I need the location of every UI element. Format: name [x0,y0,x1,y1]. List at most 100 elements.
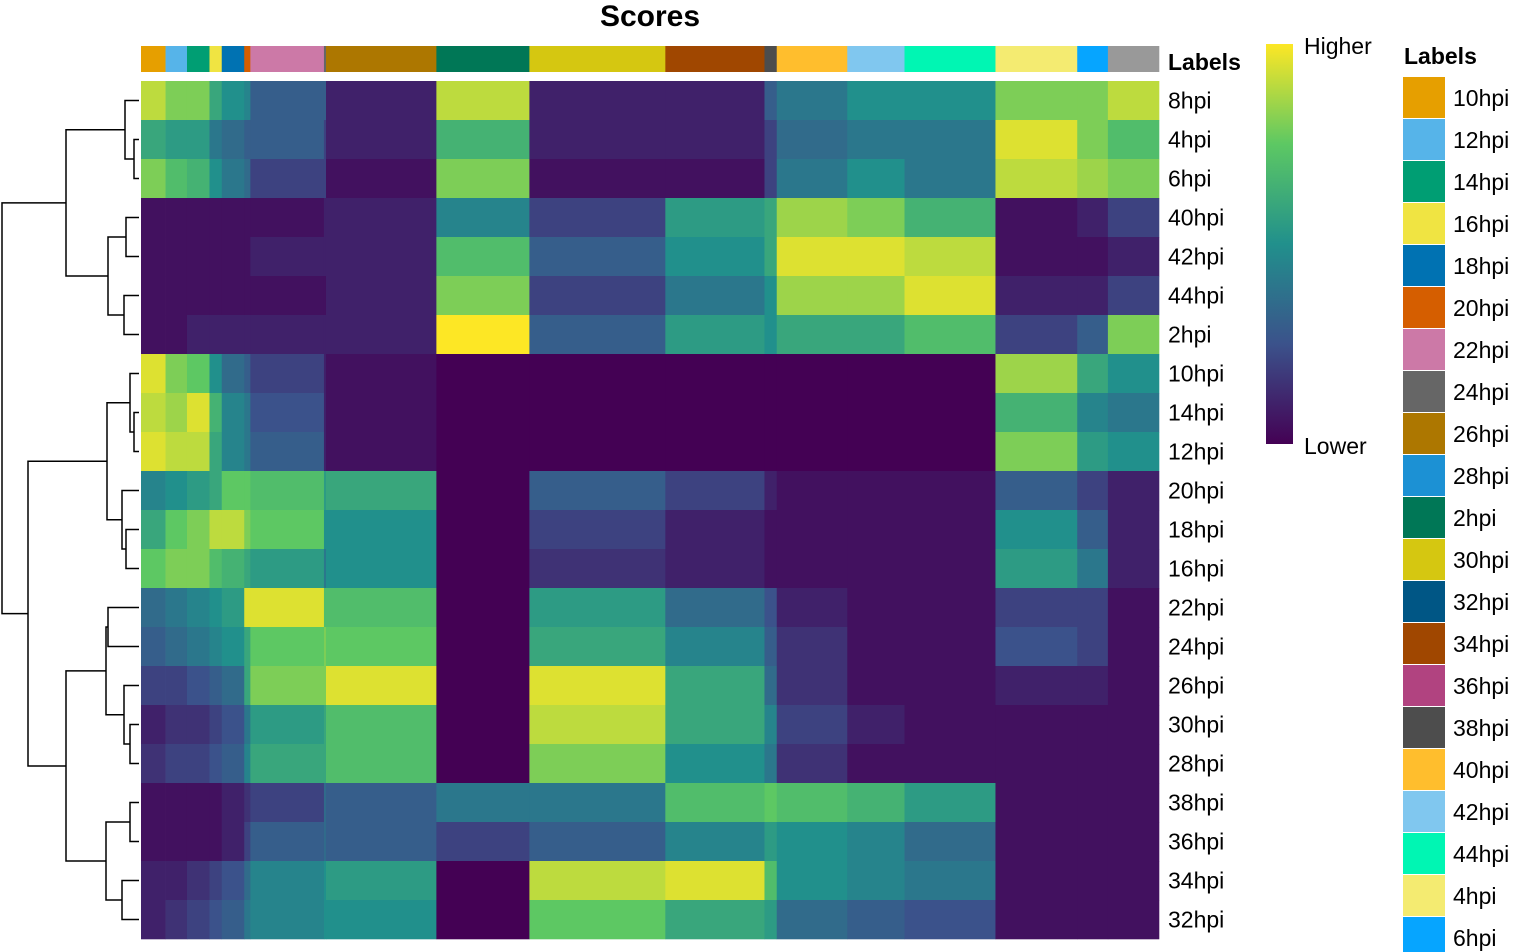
heatmap-cell [141,705,166,745]
heatmap-cell [904,237,996,277]
heatmap-cell [221,159,245,199]
heatmap-cell [325,315,437,355]
legend-swatch-24hpi [1403,371,1445,412]
annotation-16hpi [209,46,223,72]
heatmap-cell [1107,588,1160,628]
heatmap-cell [244,705,251,745]
row-label: 18hpi [1168,517,1224,543]
heatmap-cell [165,354,188,394]
heatmap-cell [776,354,848,394]
legend-label: 10hpi [1453,85,1509,111]
heatmap-cell [244,510,251,550]
heatmap-cell [325,627,437,667]
heatmap-cell [1107,861,1160,901]
heatmap-cell [436,120,530,160]
heatmap-cell [436,783,530,823]
heatmap-cell [436,471,530,511]
heatmap-cell [764,744,778,784]
row-label: 16hpi [1168,556,1224,582]
heatmap-cell [1107,315,1160,355]
heatmap-cell [776,120,848,160]
heatmap-cell [764,666,778,706]
heatmap-cell [1077,822,1109,862]
heatmap-cell [847,666,905,706]
heatmap-cell [221,354,245,394]
dendrogram-branch [124,99,139,160]
heatmap-cell [776,783,848,823]
heatmap-cell [244,198,251,238]
heatmap-cell [244,393,251,433]
heatmap-cell [904,588,996,628]
heatmap-cell [995,822,1078,862]
legend-label: 40hpi [1453,757,1509,783]
heatmap-cell [847,393,905,433]
heatmap-cell [141,393,166,433]
heatmap-cell [995,315,1078,355]
legend-swatch-12hpi [1403,119,1445,160]
heatmap-cell [904,315,996,355]
heatmap-cell [323,432,327,472]
heatmap-cell [186,432,210,472]
heatmap-cell [1077,81,1109,121]
heatmap-cell [1077,588,1109,628]
row-labels: 8hpi 4hpi 6hpi 40hpi 42hpi 44hpi 2hpi 10hpi 14hp… [1168,88,1224,933]
heatmap-cell [250,549,325,589]
heatmap-cell [995,900,1078,940]
heatmap-cell [529,783,666,823]
heatmap-cell [529,159,666,199]
heatmap-cell [244,666,251,706]
heatmap-cell [165,900,188,940]
heatmap-cell [764,315,778,355]
heatmap-cell [244,81,251,121]
heatmap-cell [244,315,251,355]
heatmap-cell [209,627,223,667]
legend-label: 24hpi [1453,379,1509,405]
heatmap-cell [904,900,996,940]
heatmap-cell [665,627,765,667]
dendrogram-branch [123,684,139,745]
heatmap-cell [847,744,905,784]
heatmap-cell [1077,198,1109,238]
heatmap-cell [250,588,325,628]
heatmap-cell [186,744,210,784]
heatmap-cell [904,159,996,199]
heatmap-cell [1077,276,1109,316]
heatmap-cell [995,666,1078,706]
heatmap-cell [436,510,530,550]
heatmap-cell [250,627,325,667]
heatmap-cell [776,588,848,628]
row-label: 4hpi [1168,127,1211,153]
heatmap-cell [186,81,210,121]
heatmap-cell [186,861,210,901]
heatmap-cell [186,237,210,277]
heatmap-cell [436,900,530,940]
legend-label: 36hpi [1453,673,1509,699]
annotation-22hpi [250,46,325,72]
heatmap-cell [904,666,996,706]
heatmap-cell [764,237,778,277]
heatmap-cell [325,510,437,550]
heatmap-cell [165,198,188,238]
heatmap-cell [1077,354,1109,394]
heatmap-cell [250,354,325,394]
heatmap-cell [1107,627,1160,667]
heatmap-cell [436,159,530,199]
heatmap-cell [141,120,166,160]
heatmap-cell [436,354,530,394]
heatmap-cell [764,354,778,394]
heatmap-cell [776,549,848,589]
heatmap-cell [209,900,223,940]
heatmap-cell [244,744,251,784]
heatmap-cell [1107,783,1160,823]
legend-swatch-16hpi [1403,203,1445,244]
dendrogram-branch [123,294,139,336]
heatmap-cell [323,120,327,160]
heatmap-cell [847,549,905,589]
heatmap-cell [221,588,245,628]
heatmap-cell [776,198,848,238]
heatmap-cell [995,276,1078,316]
heatmap-cell [764,705,778,745]
annotation-30hpi [529,46,666,72]
heatmap-cell [1077,510,1109,550]
